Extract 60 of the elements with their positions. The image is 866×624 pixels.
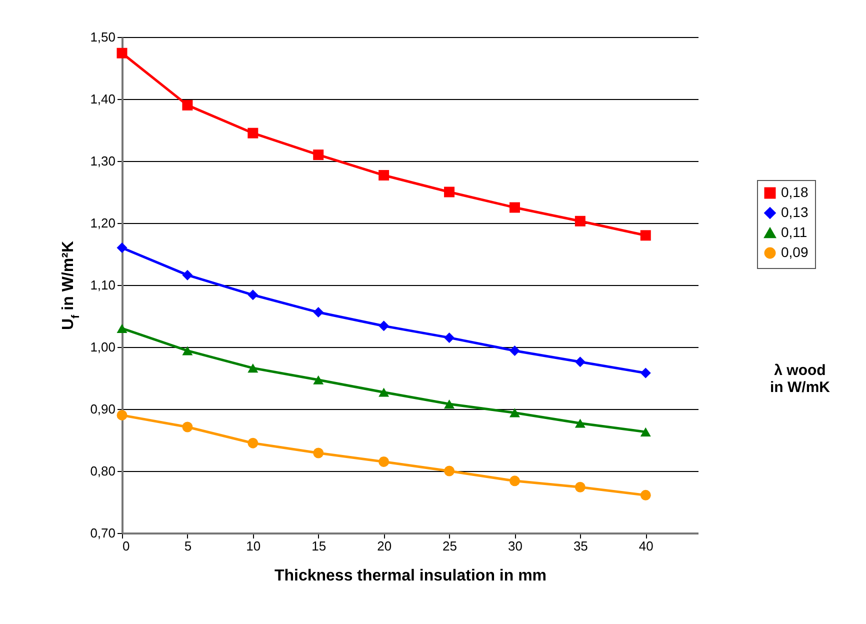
x-tick-label: 15 xyxy=(312,538,326,554)
point xyxy=(509,476,520,486)
legend-label: 0,09 xyxy=(781,244,808,260)
point xyxy=(313,307,324,318)
point xyxy=(574,216,586,226)
point xyxy=(444,466,455,476)
point xyxy=(444,332,455,343)
point xyxy=(313,375,324,384)
legend-label: 0,11 xyxy=(781,224,808,240)
point xyxy=(640,427,651,436)
point xyxy=(378,388,390,397)
legend-label: 0,13 xyxy=(781,204,808,220)
x-tick-label: 0 xyxy=(122,538,130,554)
point xyxy=(182,346,193,356)
point xyxy=(378,320,390,332)
point xyxy=(116,410,128,420)
point xyxy=(640,368,651,378)
legend-title: λ wood in W/mK xyxy=(770,362,830,396)
point xyxy=(378,170,390,181)
point xyxy=(248,438,258,448)
y-tick-label: 0,70 xyxy=(90,526,116,540)
x-tick-label: 40 xyxy=(638,538,654,554)
x-tick-label: 35 xyxy=(573,538,588,554)
point xyxy=(444,400,455,409)
point xyxy=(444,186,455,198)
point xyxy=(313,150,324,160)
point xyxy=(116,242,128,254)
y-tick-label: 1,20 xyxy=(90,216,116,230)
y-tick-label: 1,50 xyxy=(90,30,116,44)
y-tick-label: 1,10 xyxy=(90,278,116,292)
point xyxy=(640,230,651,241)
y-tick-label: 1,30 xyxy=(90,154,116,168)
y-tick-label: 0,80 xyxy=(90,464,116,478)
point xyxy=(248,290,258,300)
y-tick-label: 1,00 xyxy=(90,340,116,354)
point xyxy=(574,418,586,428)
point xyxy=(640,490,651,500)
point xyxy=(509,345,520,356)
x-tick-label: 30 xyxy=(508,538,522,554)
legend-label: 0,18 xyxy=(781,184,808,200)
x-axis-title: Thickness thermal insulation in mm xyxy=(274,568,547,584)
y-tick-label: 1,40 xyxy=(90,92,116,106)
point xyxy=(574,482,586,492)
x-tick-label: 10 xyxy=(246,538,261,554)
point xyxy=(248,364,258,373)
point xyxy=(509,408,520,418)
x-tick-label: 25 xyxy=(442,538,458,554)
y-tick-label: 0,90 xyxy=(90,402,116,416)
point xyxy=(313,448,324,458)
point xyxy=(116,324,128,333)
x-tick-label: 5 xyxy=(184,538,192,554)
x-tick-label: 20 xyxy=(377,538,392,554)
point xyxy=(182,422,193,432)
point xyxy=(509,202,520,213)
point xyxy=(248,128,258,138)
point xyxy=(182,100,193,110)
point xyxy=(574,356,586,368)
point xyxy=(378,456,390,467)
point xyxy=(182,270,193,280)
point xyxy=(116,48,128,58)
